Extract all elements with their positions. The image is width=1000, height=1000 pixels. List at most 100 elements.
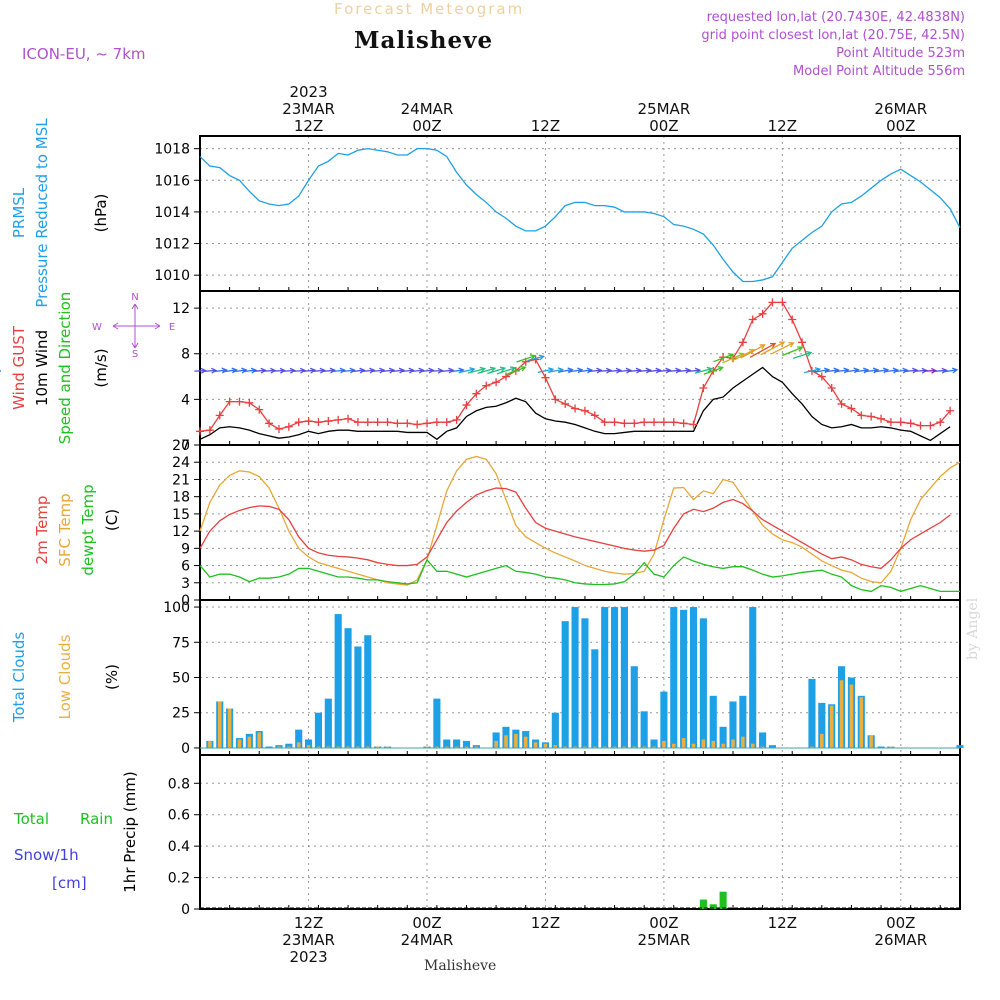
gust-marker (946, 406, 955, 415)
gust-marker (650, 418, 659, 427)
gust-marker (215, 411, 224, 420)
y-tick-label: 0 (181, 593, 190, 609)
low-cloud-bar (760, 746, 765, 748)
low-cloud-bar (820, 733, 824, 748)
low-cloud-bar (237, 739, 242, 748)
y-tick-label: 75 (172, 635, 190, 651)
gust-marker (432, 418, 441, 427)
gust-marker (630, 419, 639, 428)
pressure-label: PRMSL (10, 187, 28, 238)
location-title: Malisheve (354, 27, 494, 54)
gust-marker (817, 372, 826, 381)
total-cloud-bar (354, 646, 362, 748)
gust-marker (423, 419, 432, 428)
low-cloud-bar (602, 746, 607, 748)
y-tick-label: 24 (172, 455, 190, 471)
gust-marker (827, 383, 836, 392)
low-cloud-bar (671, 743, 676, 748)
wind-direction-arrow (694, 366, 713, 374)
low-cloud-bar (514, 733, 518, 748)
gust-marker (837, 399, 846, 408)
t2m-label: 2m Temp (33, 496, 51, 565)
low-cloud-bar (504, 735, 508, 748)
bottom-time-label: 26MAR (874, 931, 927, 949)
y-tick-label: 100 (163, 600, 190, 616)
gust-marker (235, 397, 244, 406)
total-cloud-bar (877, 746, 885, 748)
total-cloud-bar (818, 702, 826, 748)
wind-direction-arrow (361, 367, 376, 374)
bottom-time-label: 25MAR (638, 931, 691, 949)
dewpoint-line (199, 556, 960, 593)
gust-marker (353, 418, 362, 427)
low-clouds-label: Low Clouds (56, 634, 74, 719)
low-cloud-bar (869, 735, 873, 748)
wind-direction-arrow (703, 366, 724, 375)
gust-marker (748, 315, 757, 324)
compass-n: N (131, 292, 138, 303)
wind-direction-arrow (588, 367, 603, 374)
gust-marker (689, 420, 698, 429)
wind-direction-arrow (410, 367, 425, 374)
wind-direction-arrow (760, 341, 786, 356)
gust-marker (304, 417, 313, 426)
total-cloud-bar (680, 609, 688, 748)
top-time-label: 25MAR (638, 100, 691, 118)
gust-marker (403, 419, 412, 428)
wind-direction-arrow (904, 367, 919, 374)
low-cloud-bar (553, 745, 558, 748)
gust-marker (886, 418, 895, 427)
gust-marker (314, 418, 323, 427)
wind-direction-arrow (458, 367, 476, 374)
low-cloud-bar (336, 746, 340, 748)
wind-direction-arrow (242, 367, 258, 374)
wind-direction-arrow (312, 367, 326, 374)
total-cloud-bar (620, 607, 628, 748)
total-cloud-bar (344, 628, 352, 748)
wind-direction-arrow (598, 367, 613, 374)
low-cloud-bar (750, 743, 755, 748)
bottom-time-label: 24MAR (401, 931, 454, 949)
low-cloud-bar (454, 746, 459, 748)
bottom-time-label: 12Z (768, 914, 797, 932)
low-cloud-bar (494, 740, 498, 748)
gust-marker (442, 418, 451, 427)
y-tick-label: 0.4 (168, 839, 190, 855)
pressure-label-long: Pressure Reduced to MSL (33, 118, 51, 308)
low-cloud-bar (523, 736, 528, 748)
gust-marker (324, 417, 333, 426)
compass-s: S (132, 349, 138, 360)
bottom-time-label: 00Z (886, 914, 915, 932)
y-tick-label: 21 (172, 472, 190, 488)
low-cloud-bar (642, 746, 646, 748)
low-cloud-bar (474, 746, 479, 748)
wind-direction-arrow (400, 367, 415, 374)
y-tick-label: 4 (181, 392, 190, 408)
wind-direction-arrow (351, 367, 366, 374)
wind-direction-arrow (527, 354, 545, 362)
wind-direction-arrow (667, 367, 682, 374)
low-cloud-bar (583, 746, 587, 748)
low-cloud-bar (277, 746, 281, 748)
low-cloud-bar (622, 746, 627, 748)
total-cloud-bar (275, 745, 283, 748)
wind-direction-arrow (371, 367, 386, 374)
gust-marker (393, 419, 402, 428)
gust-marker (541, 373, 550, 382)
low-cloud-bar (346, 746, 350, 748)
requested-coords: requested lon,lat (20.7430E, 42.4838N) (706, 10, 965, 25)
total-cloud-bar (689, 607, 698, 748)
bottom-location-label: Malisheve (424, 958, 497, 974)
low-cloud-bar (435, 746, 439, 748)
rain-bar (699, 899, 707, 909)
wind-direction-arrow (637, 367, 652, 374)
gust-marker (590, 411, 599, 420)
gust-marker (225, 397, 234, 406)
low-cloud-bar (731, 739, 735, 748)
low-cloud-bar (859, 697, 864, 748)
y-tick-label: 0 (181, 741, 190, 757)
total-cloud-bar (719, 726, 727, 748)
low-cloud-bar (316, 746, 321, 748)
wind-direction-arrow (740, 344, 766, 359)
y-tick-label: 27 (172, 438, 190, 454)
